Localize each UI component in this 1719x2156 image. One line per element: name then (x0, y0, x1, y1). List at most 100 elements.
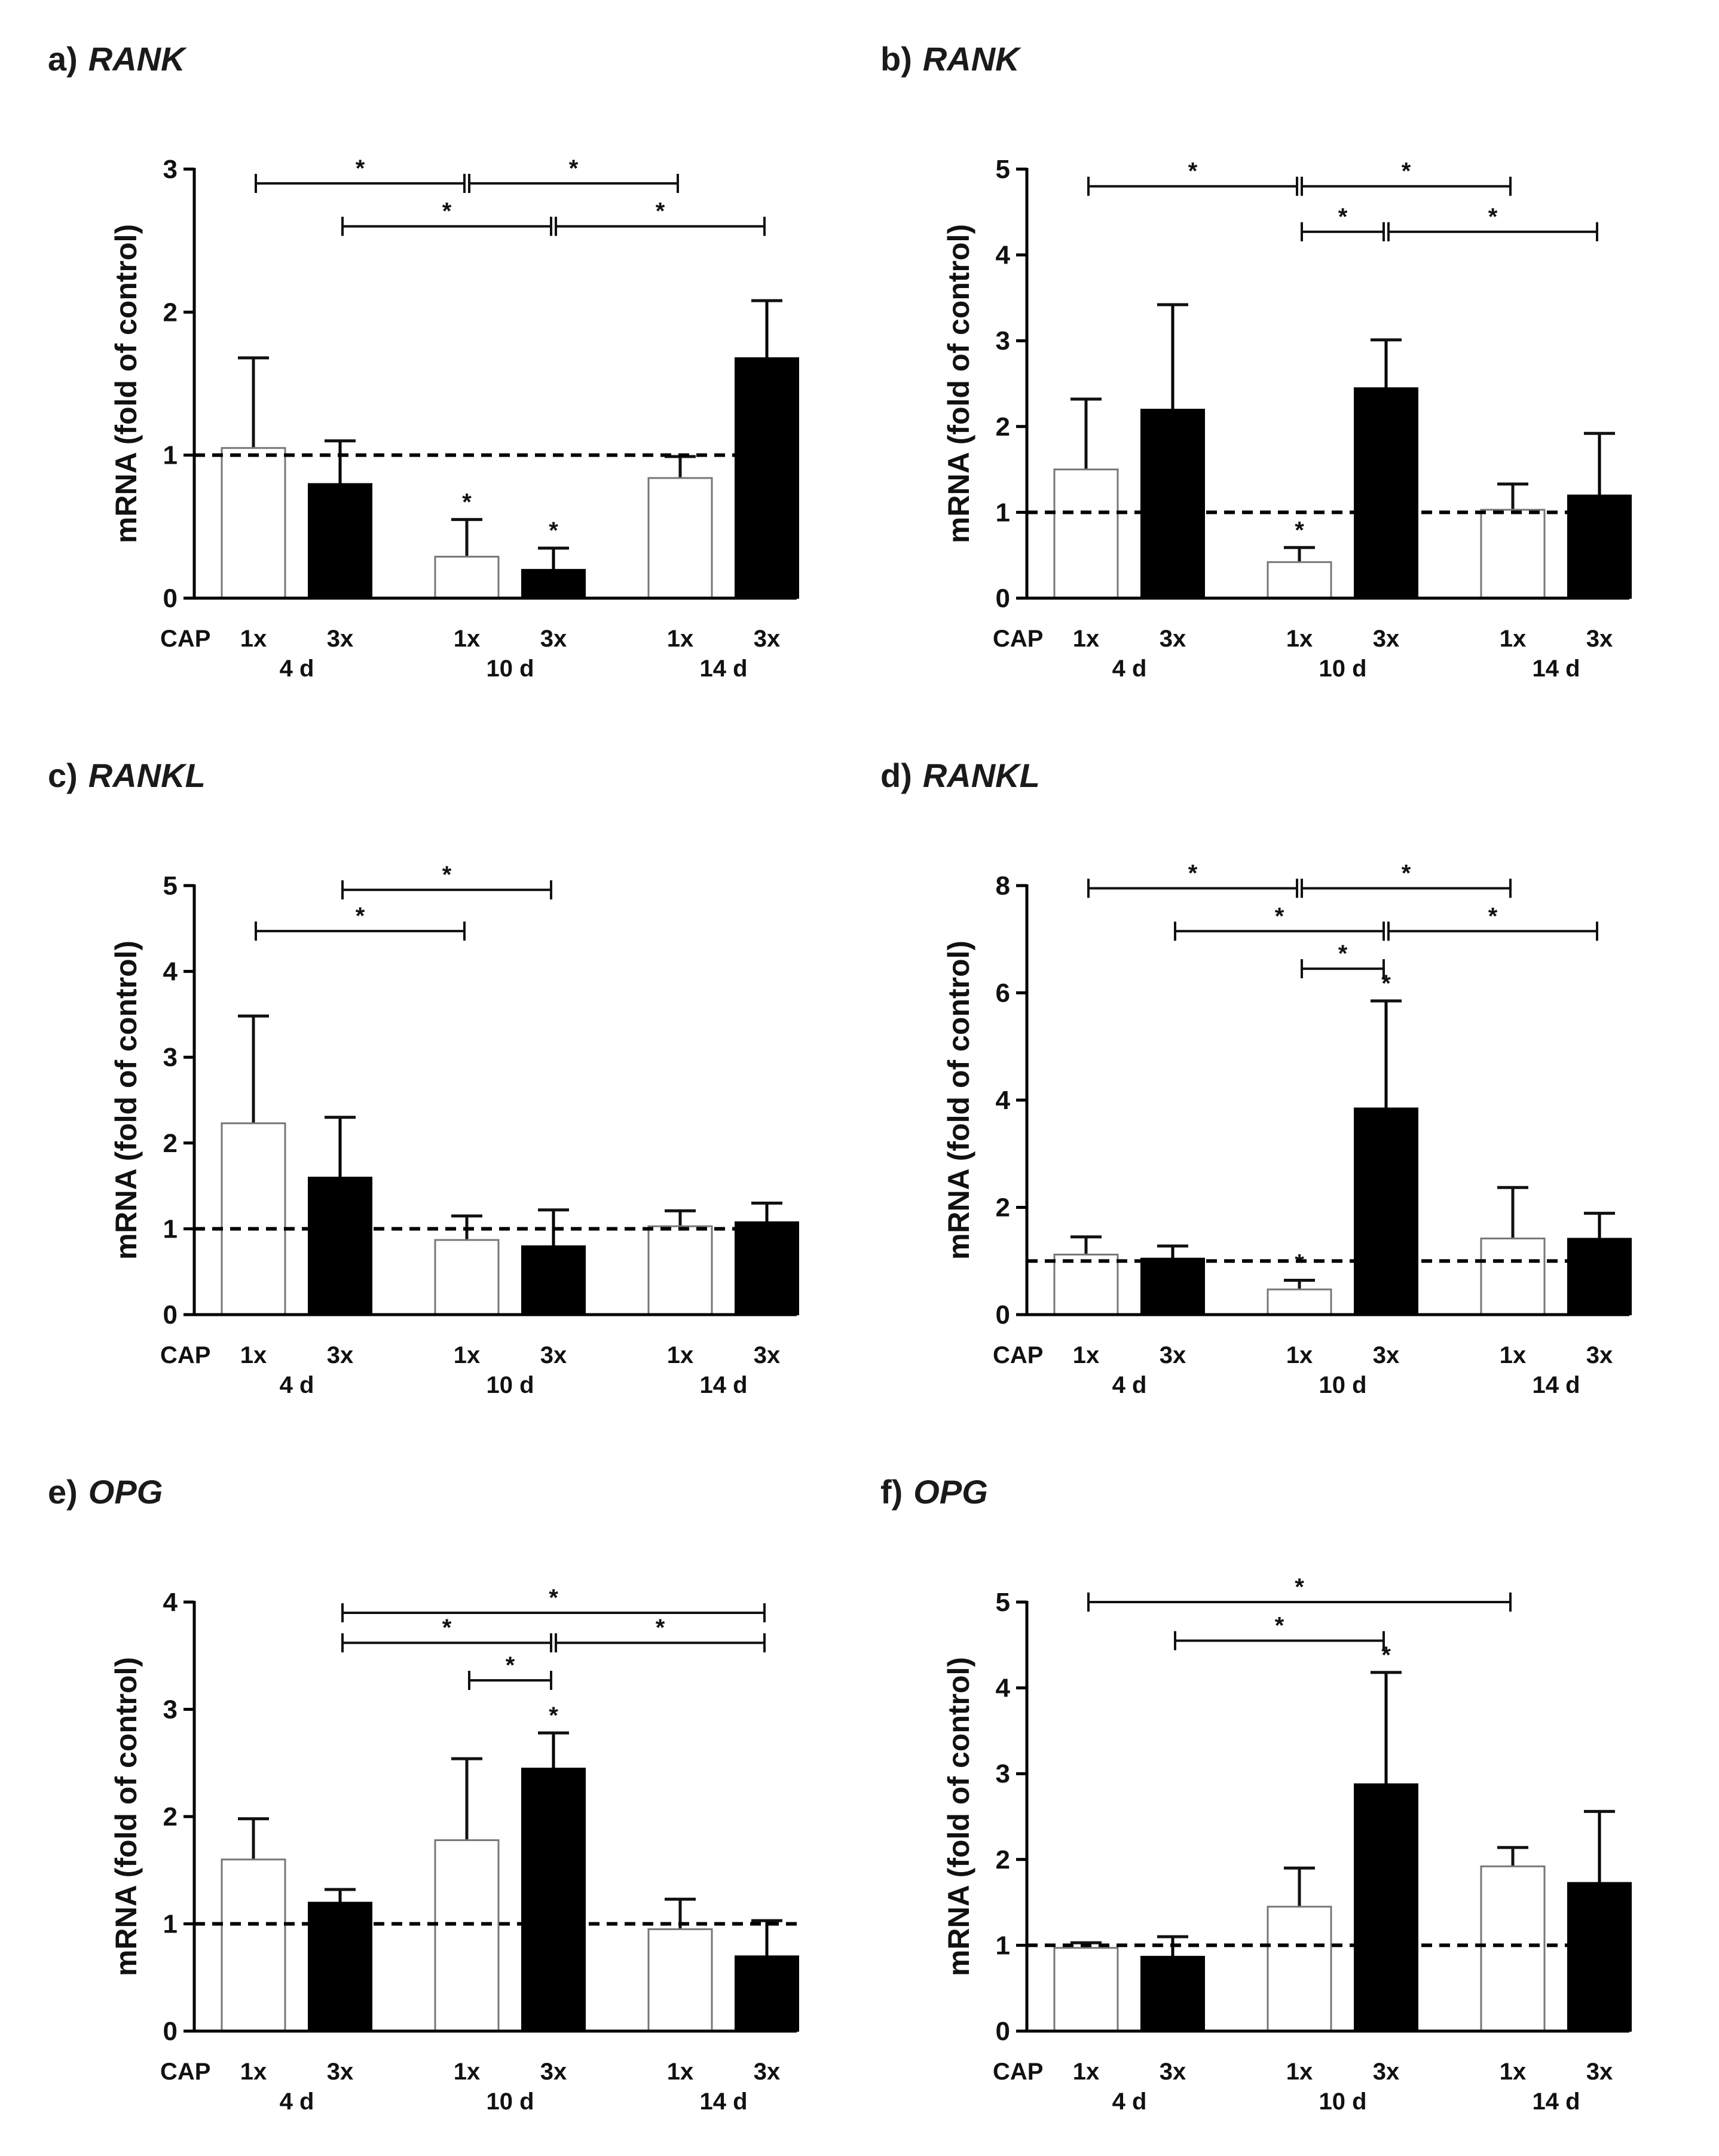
x-tick-label: 1x (667, 2059, 694, 2085)
x-tick-label: 3x (327, 626, 354, 652)
y-tick-label: 3 (163, 1695, 178, 1725)
x-tick-label: 1x (240, 626, 267, 652)
x-tick-label: 1x (667, 626, 694, 652)
y-tick-label: 1 (163, 1214, 178, 1244)
y-tick-label: 4 (163, 957, 178, 987)
group-label: 4 d (1112, 2088, 1147, 2115)
bar-4d-1x (221, 1122, 286, 1316)
group-label: 4 d (1112, 656, 1147, 682)
x-tick-label: 3x (1160, 2059, 1186, 2085)
bar-14d-1x (647, 1928, 713, 2032)
bar-14d-1x (1480, 509, 1546, 599)
significance-star: * (1295, 517, 1304, 543)
group-label: 14 d (699, 656, 747, 682)
group-label: 10 d (1319, 1372, 1366, 1398)
x-tick-label: 1x (454, 626, 481, 652)
y-axis-label: mRNA (fold of control) (109, 224, 143, 543)
y-tick-label: 3 (163, 1043, 178, 1072)
panel-b: b) RANK mRNA (fold of control) * 0 1 2 3 4 5 CAP 1x… (880, 40, 1632, 682)
control-label: CAP (993, 2059, 1043, 2085)
control-label: CAP (993, 626, 1043, 652)
group-label: 10 d (486, 2088, 534, 2115)
group-label: 10 d (1319, 656, 1366, 682)
x-tick-label: 1x (240, 2059, 267, 2085)
bar-4d-1x (221, 1858, 286, 2032)
x-tick-label: 1x (454, 1342, 481, 1368)
bracket-star: * (442, 862, 452, 888)
y-tick-label: 2 (163, 1802, 178, 1832)
bar-10d-1x (434, 1239, 500, 1316)
group-label: 14 d (1532, 2088, 1580, 2115)
bar-10d-3x (1354, 387, 1418, 599)
y-axis-label: mRNA (fold of control) (109, 1657, 143, 1976)
bracket-star: * (356, 903, 365, 929)
bar-4d-3x (1140, 1956, 1205, 2032)
panel-title: a) RANK (48, 40, 187, 78)
panel-e: e) OPG mRNA (fold of control) * 0 1 2 3 4 CAP 1x 3x… (48, 1473, 799, 2115)
y-tick-label: 0 (996, 2017, 1010, 2046)
x-tick-label: 1x (1500, 626, 1527, 652)
bracket-star: * (656, 198, 665, 225)
significance-star: * (549, 1702, 558, 1729)
y-tick-label: 6 (996, 979, 1010, 1008)
bar-10d-1x (434, 556, 500, 599)
y-tick-label: 1 (996, 1931, 1010, 1960)
x-tick-label: 3x (1586, 1342, 1613, 1368)
y-axis-label: mRNA (fold of control) (942, 1657, 975, 1976)
x-tick-label: 3x (1586, 626, 1613, 652)
group-label: 4 d (1112, 1372, 1147, 1398)
bar-14d-3x (735, 357, 799, 599)
panel-title: b) RANK (880, 40, 1021, 78)
panel-label: f) (880, 1473, 903, 1511)
group-label: 14 d (1532, 1372, 1580, 1398)
y-tick-label: 0 (163, 2017, 178, 2046)
y-axis-label: mRNA (fold of control) (109, 941, 143, 1260)
group-label: 4 d (280, 1372, 314, 1398)
x-tick-label: 1x (1286, 1342, 1313, 1368)
control-label: CAP (160, 626, 210, 652)
bracket-star: * (1402, 158, 1411, 185)
x-tick-label: 3x (327, 2059, 354, 2085)
bar-10d-3x (1354, 1783, 1418, 2032)
bracket-star: * (1488, 204, 1498, 230)
y-tick-label: 8 (996, 871, 1010, 901)
y-tick-label: 3 (163, 155, 178, 184)
bracket-star: * (656, 1615, 665, 1641)
y-axis-label: mRNA (fold of control) (942, 224, 975, 543)
bar-4d-3x (1140, 409, 1205, 599)
y-tick-label: 2 (996, 412, 1010, 442)
bar-14d-1x (647, 1225, 713, 1316)
bracket-star: * (442, 1615, 452, 1641)
x-tick-label: 3x (1160, 1342, 1186, 1368)
bar-10d-3x (521, 1245, 586, 1316)
bracket-star: * (549, 1585, 558, 1611)
x-tick-label: 1x (454, 2059, 481, 2085)
group-label: 10 d (1319, 2088, 1366, 2115)
y-tick-label: 2 (163, 298, 178, 327)
y-tick-label: 3 (996, 1759, 1010, 1788)
bracket-star: * (1188, 158, 1198, 185)
bar-10d-1x (1267, 561, 1332, 599)
bar-10d-1x (1267, 1906, 1332, 2032)
bracket-star: * (1275, 903, 1284, 929)
bar-4d-3x (308, 483, 372, 599)
x-tick-label: 3x (327, 1342, 354, 1368)
x-tick-label: 1x (1286, 626, 1313, 652)
x-tick-label: 3x (1373, 626, 1400, 652)
x-tick-label: 3x (540, 2059, 567, 2085)
significance-star: * (462, 489, 472, 515)
y-tick-label: 0 (996, 1300, 1010, 1330)
bar-4d-3x (1140, 1257, 1205, 1315)
bar-14d-3x (735, 1955, 799, 2032)
group-label: 4 d (280, 2088, 314, 2115)
panel-label: d) (880, 757, 912, 794)
gene-name: RANKL (923, 757, 1040, 794)
control-label: CAP (993, 1342, 1043, 1368)
significance-star: * (549, 517, 558, 544)
x-tick-label: 1x (1500, 1342, 1527, 1368)
y-tick-label: 4 (996, 1086, 1011, 1115)
y-tick-label: 4 (996, 1674, 1011, 1703)
x-tick-label: 3x (1586, 2059, 1613, 2085)
bar-10d-1x (434, 1839, 500, 2032)
